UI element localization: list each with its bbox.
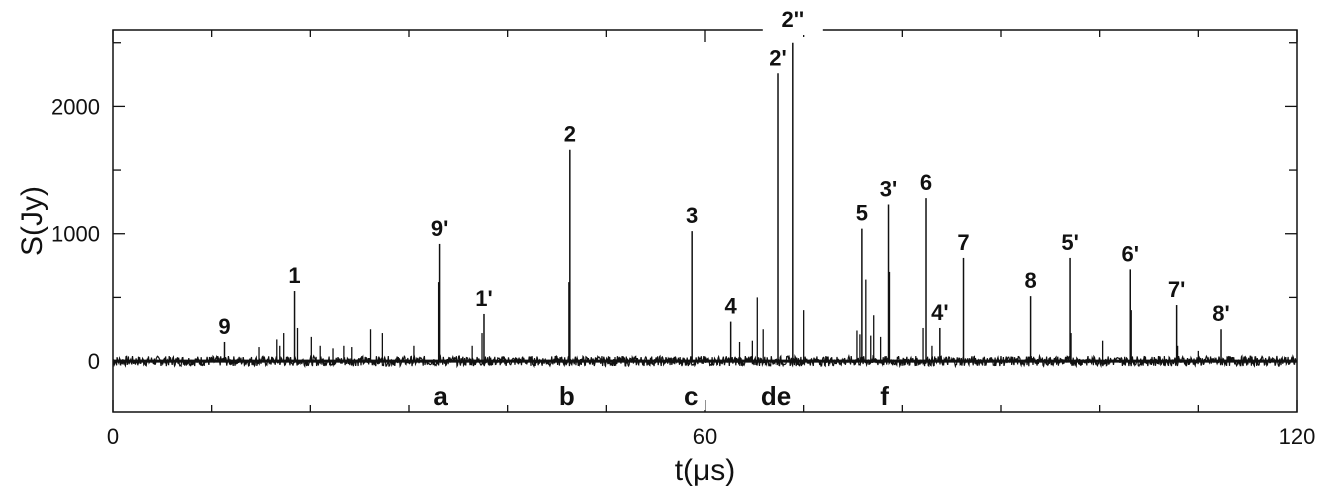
peak-label: 3' <box>880 176 897 201</box>
peak-label: 9 <box>218 314 230 339</box>
peak-label: 5 <box>856 201 868 226</box>
noise-trace <box>112 353 1297 369</box>
peak-label: 2 <box>564 122 576 147</box>
region-label-mask <box>754 382 799 410</box>
peak-label: 8' <box>1212 301 1229 326</box>
y-tick-label: 2000 <box>51 94 100 119</box>
y-tick-label: 1000 <box>51 222 100 247</box>
region-label-mask <box>870 382 899 410</box>
peak-label: 1 <box>288 263 300 288</box>
region-label-mask <box>677 382 706 410</box>
region-labels: a b c de f <box>426 381 899 411</box>
signal-trace <box>112 42 1297 369</box>
peak-label: 2' <box>769 45 786 70</box>
peak-label: 7 <box>957 230 969 255</box>
x-axis-title: t(μs) <box>675 454 736 487</box>
region-label: f <box>880 381 889 411</box>
tick-labels: 0 60 120 0 1000 2000 <box>51 94 1315 449</box>
region-label: de <box>761 381 791 411</box>
x-tick-label: 0 <box>107 424 119 449</box>
peak-label: 7' <box>1168 277 1185 302</box>
peak-label-mask <box>762 5 823 35</box>
plot-frame <box>112 29 1298 413</box>
region-label: a <box>433 381 448 411</box>
peak-label: 9' <box>431 216 448 241</box>
peak-label: 3 <box>686 203 698 228</box>
axis-ticks <box>112 30 1298 412</box>
y-tick-label: 0 <box>88 349 100 374</box>
peak-labels: 9 1 9' 1' 2 3 4 2' 2'' 5 3' 6 4' 7 8 5' 6' 7' 8' <box>218 5 1230 339</box>
peak-label: 6' <box>1122 241 1139 266</box>
x-tick-label: 60 <box>693 424 717 449</box>
x-tick-label: 120 <box>1279 424 1316 449</box>
peak-label: 5' <box>1061 230 1078 255</box>
y-axis-title: S(Jy) <box>16 186 49 256</box>
peak-label: 1' <box>475 286 492 311</box>
peak-label: 2'' <box>781 7 804 32</box>
peak-label: 4' <box>931 300 948 325</box>
peak-label: 6 <box>920 170 932 195</box>
region-label-mask <box>552 382 581 410</box>
peak-label: 4 <box>725 294 738 319</box>
region-label: b <box>559 381 575 411</box>
region-label: c <box>684 381 698 411</box>
peak-label: 8 <box>1024 268 1036 293</box>
region-label-mask <box>426 382 455 410</box>
